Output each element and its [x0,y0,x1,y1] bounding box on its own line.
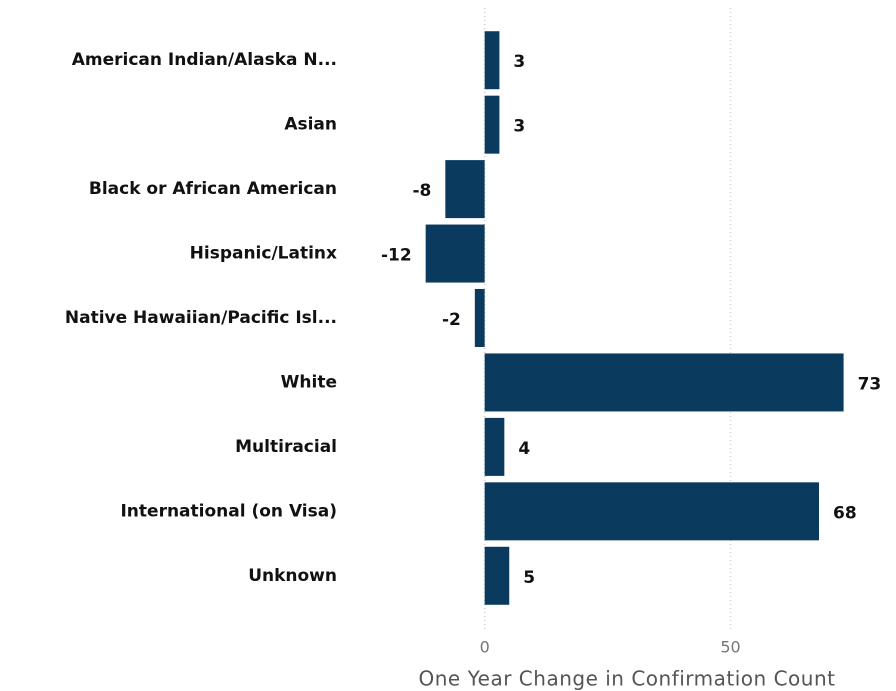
value-label: -12 [381,246,412,266]
bar [484,417,505,476]
value-label: 5 [523,568,535,588]
value-label: 4 [518,439,530,459]
y-tick-label: Black or African American [89,179,337,199]
bar [484,353,844,412]
value-label: 3 [513,117,525,137]
value-label: 73 [858,374,882,394]
bar [484,95,500,154]
value-label: 3 [513,52,525,72]
y-tick-label: American Indian/Alaska N... [72,50,337,70]
bar [484,31,500,90]
bar [474,289,485,347]
value-label: -8 [412,181,431,201]
bar [425,224,485,283]
y-tick-label: Asian [284,115,337,135]
bar [484,546,510,605]
y-tick-label: Multiracial [235,437,337,457]
y-tick-label: Unknown [248,566,337,586]
bar [445,160,485,219]
value-label: 68 [833,503,857,523]
y-tick-label: Hispanic/Latinx [190,244,337,264]
bar [484,482,819,541]
y-tick-label: Native Hawaiian/Pacific Isl... [65,308,337,328]
x-tick-label: 50 [720,638,740,657]
x-tick-label: 0 [480,638,490,657]
value-label: -2 [442,310,461,330]
y-tick-label: International (on Visa) [120,501,337,521]
x-axis-label: One Year Change in Confirmation Count [419,667,836,691]
y-tick-label: White [281,372,337,392]
